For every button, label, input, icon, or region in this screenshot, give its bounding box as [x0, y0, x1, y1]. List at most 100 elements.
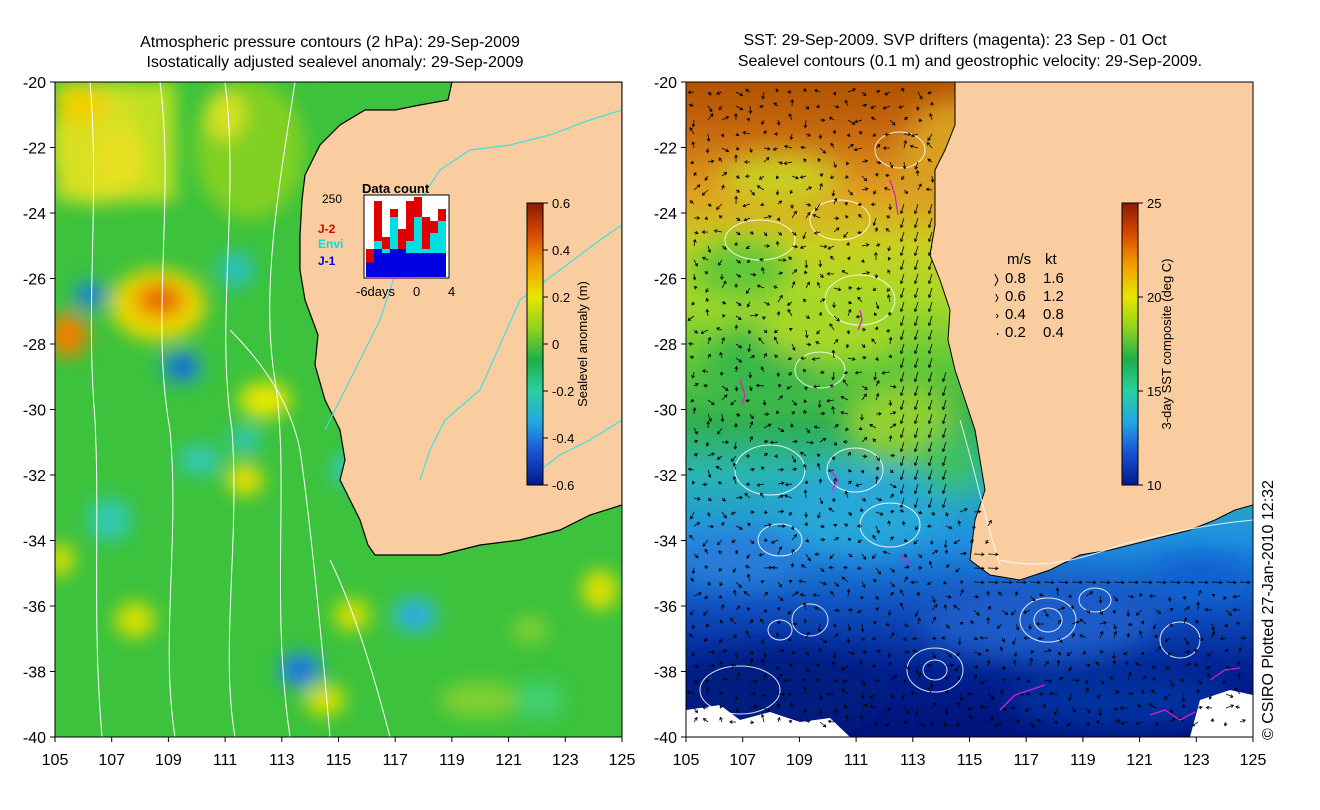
velocity-arrow: [903, 665, 911, 670]
lat-tick-label: -32: [654, 468, 677, 485]
velocity-arrow: [799, 593, 807, 597]
velocity-arrow: [729, 617, 737, 625]
velocity-arrow: [1013, 651, 1018, 658]
lon-tick-label: 121: [495, 752, 522, 769]
velocity-arrow: [786, 385, 793, 390]
velocity-arrow: [889, 119, 896, 126]
velocity-arrow: [986, 590, 990, 597]
velocity-arrow: [1113, 719, 1121, 723]
velocity-arrow: [886, 215, 891, 219]
velocity-arrow: [857, 202, 863, 207]
left-rivers: [324, 109, 622, 481]
velocity-arrow: [773, 132, 779, 136]
velocity-arrow: [1237, 660, 1241, 667]
velocity-arrow: [870, 105, 877, 109]
velocity-arrow: [887, 294, 891, 303]
velocity-arrow: [826, 271, 835, 276]
velocity-arrow: [1169, 707, 1173, 714]
lon-tick-label: 121: [1126, 752, 1153, 769]
velocity-arrow: [813, 230, 821, 235]
velocity-arrow: [885, 228, 891, 233]
velocity-arrow: [832, 651, 837, 659]
velocity-arrow: [903, 132, 912, 137]
velocity-arrow: [777, 384, 782, 388]
velocity-arrow: [776, 217, 780, 222]
velocity-arrow: [915, 525, 919, 531]
velocity-arrow: [833, 104, 840, 109]
velocity-arrow: [902, 679, 907, 684]
velocity-arrow: [833, 161, 837, 169]
velocity-arrow: [899, 455, 905, 467]
velocity-arrow: [745, 630, 751, 639]
velocity-arrow: [1197, 580, 1209, 585]
velocity-arrow: [870, 116, 877, 121]
velocity-arrow: [901, 520, 906, 527]
velocity-arrow: [819, 273, 824, 278]
velocity-arrow: [721, 314, 726, 318]
velocity-arrow: [861, 327, 867, 332]
velocity-arrow: [1099, 580, 1111, 585]
velocity-arrow: [730, 399, 737, 406]
velocity-arrow: [840, 411, 849, 415]
velocity-arrow: [707, 105, 713, 113]
velocity-arrow: [734, 693, 739, 701]
velocity-arrow: [1197, 679, 1202, 685]
velocity-arrow: [875, 411, 882, 416]
velocity-arrow: [901, 175, 905, 181]
velocity-arrow: [705, 287, 709, 293]
velocity-arrow: [926, 524, 933, 529]
velocity-arrow: [1095, 720, 1101, 724]
velocity-arrow: [870, 202, 877, 207]
velocity-arrow: [783, 144, 793, 149]
velocity-arrow: [846, 133, 850, 138]
velocity-arrow: [1001, 609, 1009, 616]
velocity-arrow: [941, 636, 947, 640]
velocity-arrow: [735, 259, 742, 264]
velocity-arrow: [875, 595, 879, 600]
velocity-legend-arrow: [994, 273, 999, 287]
velocity-legend-arrow: [995, 293, 999, 303]
velocity-arrow: [716, 455, 723, 460]
velocity-arrow: [927, 329, 933, 341]
lon-tick-label: 111: [844, 752, 868, 769]
velocity-arrow: [954, 665, 961, 672]
velocity-arrow: [787, 308, 793, 317]
velocity-arrow: [1036, 718, 1045, 723]
velocity-arrow: [791, 591, 799, 597]
velocity-arrow: [693, 497, 701, 501]
right-map: [686, 82, 1253, 737]
velocity-arrow: [875, 357, 879, 361]
velocity-arrow: [707, 413, 712, 422]
velocity-arrow: [790, 98, 795, 107]
velocity-arrow: [815, 341, 821, 345]
velocity-arrow: [859, 660, 863, 667]
velocity-arrow: [693, 707, 698, 714]
velocity-arrow: [1055, 587, 1060, 597]
velocity-arrow: [887, 245, 891, 252]
velocity-arrow: [693, 383, 699, 387]
velocity-arrow: [999, 646, 1004, 653]
velocity-arrow: [833, 441, 838, 446]
velocity-arrow: [813, 384, 821, 389]
velocity-arrow: [1113, 580, 1125, 585]
velocity-arrow: [842, 439, 849, 444]
lon-tick-label: 105: [42, 752, 69, 769]
left-axes: -20 -22 -24 -26 -28 -30 -32 -34 -36 -38 -40 105 107 1…: [23, 75, 636, 769]
velocity-arrow: [889, 453, 896, 458]
velocity-arrow: [743, 217, 751, 222]
velocity-arrow: [1239, 580, 1251, 585]
velocity-arrow: [721, 147, 730, 153]
velocity-arrow: [773, 285, 779, 289]
velocity-arrow: [943, 581, 947, 585]
velocity-legend-arrow: [996, 333, 1000, 335]
lat-tick-label: -24: [654, 206, 677, 223]
velocity-arrow: [917, 617, 921, 625]
velocity-arrow: [734, 154, 738, 163]
velocity-arrow: [805, 202, 812, 207]
velocity-arrow: [871, 338, 877, 345]
velocity-arrow: [1010, 609, 1017, 616]
velocity-arrow: [1138, 593, 1143, 597]
velocity-arrow: [788, 327, 793, 332]
velocity-arrow: [903, 650, 910, 654]
velocity-arrow: [732, 567, 737, 573]
